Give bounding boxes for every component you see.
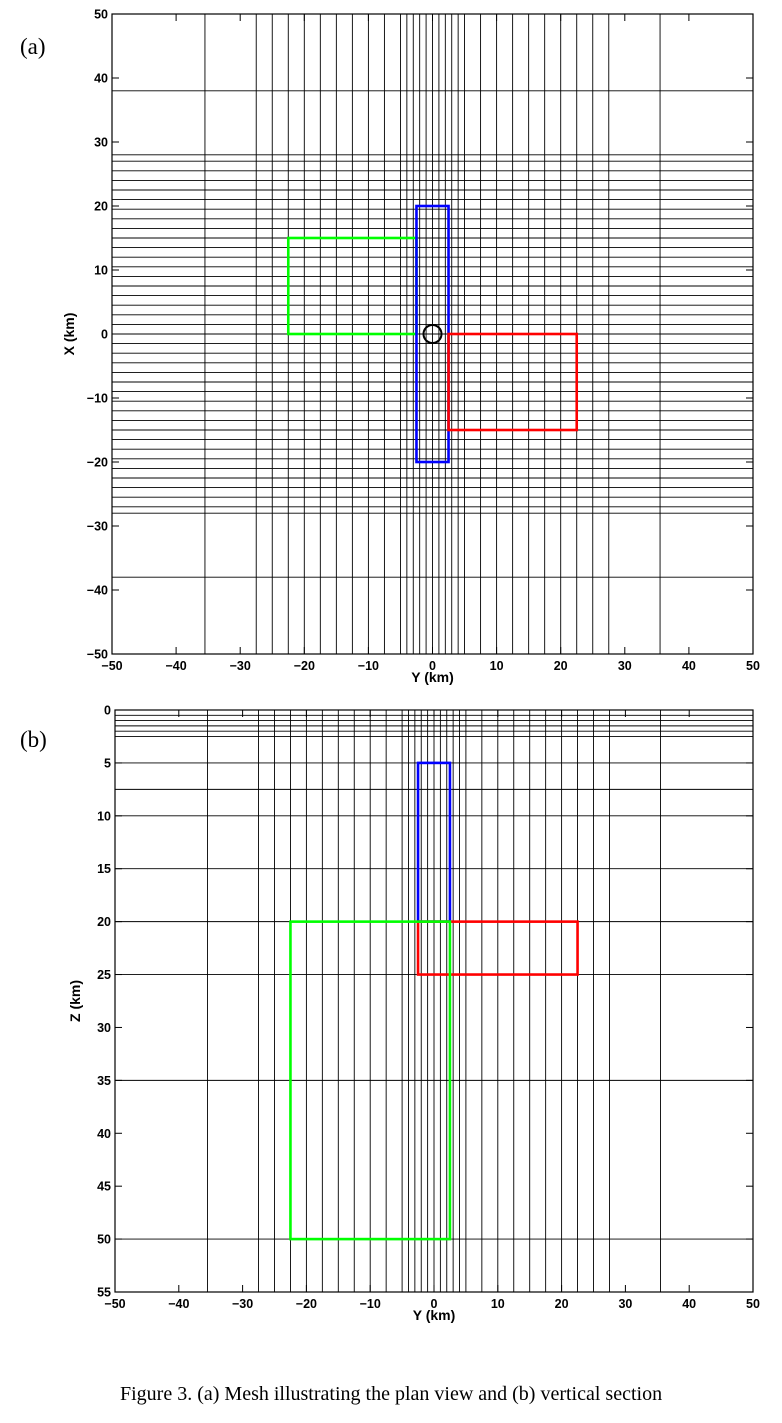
panel-b-vertical-section: −50 −40 −30 −20 −10 0 10 20 30 40 50 0 5 10 15 20 25 30 35… <box>20 704 760 1324</box>
panel-a-x-tick-label: 0 <box>429 659 436 673</box>
panel-b-y-tick-label: 55 <box>97 1286 111 1300</box>
panel-a-source-rectangle <box>447 332 579 432</box>
panel-b-x-tick-label: −20 <box>296 1297 317 1311</box>
panel-b-y-tick-label: 0 <box>104 704 111 718</box>
panel-b-y-tick-label: 5 <box>104 756 111 770</box>
panel-b-x-tick-label: 10 <box>491 1297 505 1311</box>
panel-b-y-tick-label: 20 <box>97 915 111 929</box>
panel-a-y-axis-label: X (km) <box>61 313 77 356</box>
panel-a-x-tick-label: 20 <box>554 659 568 673</box>
panel-b-x-tick-label: 40 <box>682 1297 696 1311</box>
panel-a-y-tick-label: 30 <box>94 136 108 150</box>
panel-a-x-tick-label: −20 <box>294 659 315 673</box>
panel-a-x-tick-label: 30 <box>618 659 632 673</box>
panel-b-y-tick-label: 10 <box>97 809 111 823</box>
panel-b-y-tick-label: 30 <box>97 1021 111 1035</box>
figure-caption: Figure 3. (a) Mesh illustrating the plan… <box>120 1383 662 1405</box>
panel-b-source-rectangle <box>416 920 579 976</box>
panel-b-x-tick-label: 0 <box>431 1297 438 1311</box>
panel-a-plan-view: −50 −40 −30 −20 −10 0 10 20 30 40 50 −50 −40 −30 −20 −1… <box>20 8 760 686</box>
panel-a-x-tick-label: 50 <box>746 659 760 673</box>
panel-a-x-tick-label: −10 <box>358 659 379 673</box>
panel-b-y-tick-label: 40 <box>97 1127 111 1141</box>
panel-b-y-tick-label: 15 <box>97 862 111 876</box>
panel-b-label: (b) <box>20 727 47 752</box>
panel-b-y-tick-label: 45 <box>97 1180 111 1194</box>
panel-a-y-tick-label: −10 <box>87 392 108 406</box>
panel-b-x-tick-label: 50 <box>746 1297 760 1311</box>
panel-b-x-tick-label: −10 <box>360 1297 381 1311</box>
panel-a-x-tick-label: −40 <box>165 659 186 673</box>
panel-a-y-tick-label: −20 <box>87 456 108 470</box>
panel-a-circle-marker <box>422 324 443 344</box>
panel-a-label: (a) <box>20 34 46 59</box>
panel-b-y-tick-label: 50 <box>97 1233 111 1247</box>
panel-b-y-tick-label: 25 <box>97 968 111 982</box>
panel-b-x-axis-label: Y (km) <box>413 1307 456 1323</box>
panel-a-y-tick-label: 10 <box>94 264 108 278</box>
panel-b-x-tick-label: 20 <box>555 1297 569 1311</box>
panel-a-y-tick-label: 50 <box>94 8 108 22</box>
panel-a-x-tick-label: 40 <box>682 659 696 673</box>
panel-a-y-tick-label: −50 <box>87 648 108 662</box>
panel-a-y-tick-label: 40 <box>94 72 108 86</box>
panel-b-source-rectangle <box>289 920 452 1241</box>
panel-a-x-tick-label: −50 <box>101 659 122 673</box>
panel-b-x-tick-label: −40 <box>168 1297 189 1311</box>
panel-a-y-tick-label: 0 <box>101 328 108 342</box>
panel-b-x-tick-label: −30 <box>232 1297 253 1311</box>
panel-a-x-tick-label: −30 <box>230 659 251 673</box>
panel-b-y-tick-label: 35 <box>97 1074 111 1088</box>
panel-b-y-axis-label: Z (km) <box>67 980 83 1022</box>
panel-b-x-tick-label: −50 <box>104 1297 125 1311</box>
panel-b-x-tick-label: 30 <box>618 1297 632 1311</box>
panel-a-x-axis-label: Y (km) <box>411 669 454 685</box>
panel-a-y-tick-label: 20 <box>94 200 108 214</box>
panel-a-y-tick-label: −40 <box>87 584 108 598</box>
panel-a-y-tick-label: −30 <box>87 520 108 534</box>
panel-a-x-tick-label: 10 <box>490 659 504 673</box>
